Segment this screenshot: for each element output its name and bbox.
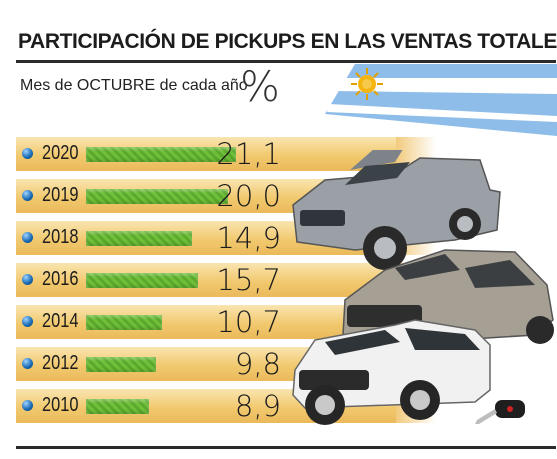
pickup-trucks-illustration [292,150,554,425]
data-label: 9,8 [234,347,281,381]
bullet-icon [22,190,33,201]
chart-title: PARTICIPACIÓN DE PICKUPS EN LAS VENTAS T… [18,30,557,53]
bar [86,147,236,162]
chart-row: 2014 10,7 [16,305,557,339]
bar [86,273,198,288]
category-label: 2012 [42,352,79,374]
data-label: 15,7 [216,263,281,297]
chart-row: 2020 21,1 [16,137,557,171]
bullet-icon [22,274,33,285]
bullet-icon [22,148,33,159]
data-label: 14,9 [216,221,281,255]
car-key-icon [475,400,525,424]
argentina-flag-icon [325,64,557,136]
data-label: 21,1 [216,137,281,171]
bar [86,189,229,204]
pickup-truck-icon [292,319,491,425]
data-label: 20,0 [216,179,281,213]
bar [86,231,192,246]
category-label: 2019 [42,184,79,206]
category-label: 2014 [42,310,79,332]
bullet-icon [22,400,33,411]
data-label: 10,7 [216,305,281,339]
category-label: 2016 [42,268,79,290]
category-label: 2010 [42,394,79,416]
title-divider [16,60,556,63]
bar [86,315,163,330]
unit-label: % [240,62,280,111]
category-label: 2018 [42,226,79,248]
bar [86,357,156,372]
bar-chart: 2020 21,1 2019 20,0 2018 14,9 2016 15,7 2014 10,7… [16,137,557,427]
bullet-icon [22,358,33,369]
bullet-icon [22,232,33,243]
pickup-truck-icon [292,150,501,270]
chart-row: 2016 15,7 [16,263,557,297]
bar [86,399,150,414]
data-label: 8,9 [234,389,281,423]
chart-subtitle: Mes de OCTUBRE de cada año [20,77,248,94]
bottom-divider [16,446,556,449]
category-label: 2020 [42,142,79,164]
bullet-icon [22,316,33,327]
